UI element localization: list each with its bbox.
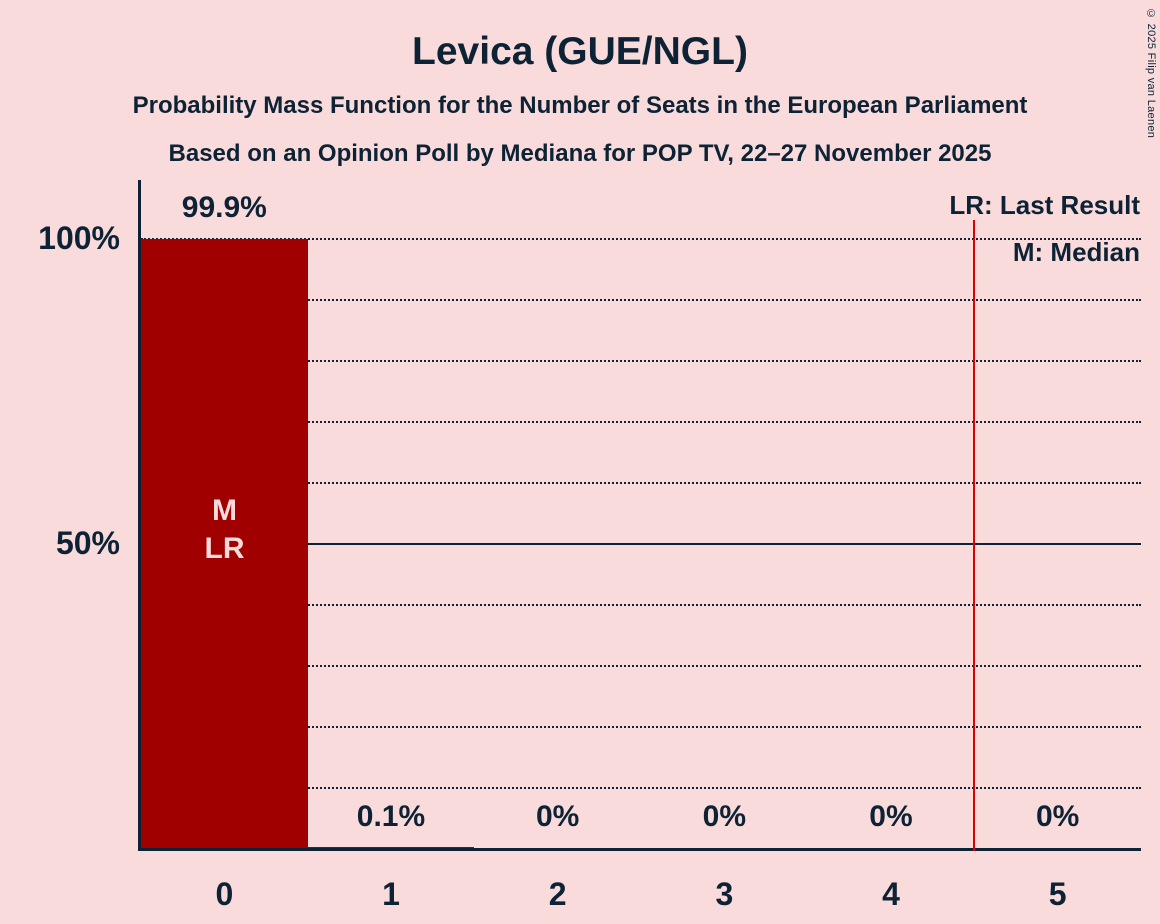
legend-last-result: LR: Last Result <box>949 190 1140 220</box>
x-tick-label-0: 0 <box>215 876 234 912</box>
x-tick-label-4: 4 <box>882 876 900 912</box>
chart-subtitle-line1: Probability Mass Function for the Number… <box>132 92 1028 119</box>
x-tick-label-1: 1 <box>382 876 400 912</box>
x-tick-label-2: 2 <box>548 876 567 912</box>
value-label-1: 0.1% <box>356 800 426 833</box>
gridline-100 <box>141 238 1141 240</box>
gridline-30 <box>141 665 1141 667</box>
legend: LR: Last Result M: Median <box>949 182 1140 276</box>
y-axis-line <box>138 180 141 851</box>
value-label-5: 0% <box>1035 800 1080 833</box>
value-label-2: 0% <box>535 800 580 833</box>
x-tick-label-5: 5 <box>1048 876 1067 912</box>
gridline-10 <box>141 787 1141 789</box>
y-tick-label-50: 50% <box>55 525 120 561</box>
gridline-20 <box>141 726 1141 728</box>
bar-seats-0 <box>141 238 308 848</box>
y-tick-label-100: 100% <box>38 220 120 256</box>
last-result-marker-text: LR <box>204 532 245 565</box>
vertical-marker-line <box>973 220 976 851</box>
bar-seats-1 <box>307 847 475 848</box>
copyright-notice: © 2025 Filip van Laenen <box>1145 8 1157 139</box>
value-label-3: 0% <box>702 800 746 833</box>
median-marker-text: M <box>212 494 237 527</box>
gridline-50 <box>141 543 1141 545</box>
gridline-70 <box>141 421 1141 423</box>
x-tick-label-3: 3 <box>715 876 734 912</box>
x-axis-tick-labels: 0 1 2 3 4 5 <box>141 874 1141 914</box>
plot-area: M LR 99.9% 0.1% 0% 0% 0% 0% <box>141 191 1141 848</box>
value-label-4: 0% <box>869 800 913 833</box>
gridline-90 <box>141 299 1141 301</box>
gridline-60 <box>141 482 1141 484</box>
chart-title: Levica (GUE/NGL) <box>412 30 748 73</box>
legend-median: M: Median <box>1012 237 1140 267</box>
value-label-0: 99.9% <box>181 190 267 224</box>
median-last-result-label: M LR <box>141 492 308 568</box>
gridline-80 <box>141 360 1141 362</box>
chart-subtitle-line2: Based on an Opinion Poll by Mediana for … <box>168 140 992 167</box>
gridline-40 <box>141 604 1141 606</box>
x-axis-line <box>138 848 1141 851</box>
